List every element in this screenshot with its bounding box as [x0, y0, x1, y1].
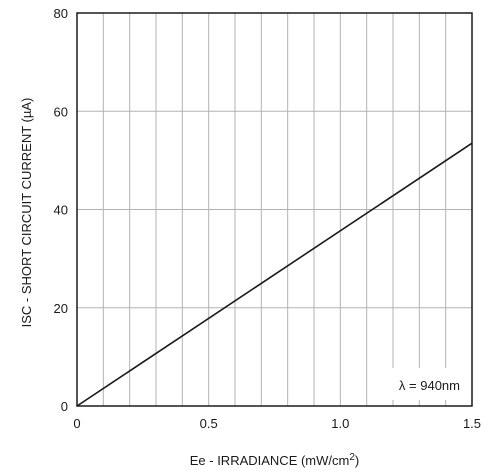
- x-axis-label-suffix: ): [355, 453, 359, 468]
- x-axis-label: Ee - IRRADIANCE (mW/cm2): [190, 452, 360, 469]
- x-tick-label: 1.0: [331, 416, 349, 431]
- series-layer: [76, 142, 473, 407]
- series-line: [76, 142, 473, 407]
- y-tick-label: 20: [54, 301, 68, 316]
- grid: [77, 13, 472, 406]
- x-tick-label: 1.5: [463, 416, 481, 431]
- x-axis-label-superscript: 2: [349, 452, 355, 463]
- y-tick-label: 60: [54, 104, 68, 119]
- y-tick-label: 40: [54, 203, 68, 218]
- y-tick-label: 80: [54, 6, 68, 21]
- plot-frame: [76, 12, 473, 407]
- y-tick-label: 0: [61, 399, 68, 414]
- x-axis-label-main: Ee - IRRADIANCE (mW/cm: [190, 453, 350, 468]
- y-axis-label: ISC - SHORT CIRCUIT CURRENT (µA): [19, 98, 34, 328]
- wavelength-annotation: λ = 940nm: [399, 378, 460, 393]
- x-tick-label: 0.5: [200, 416, 218, 431]
- x-tick-label: 0: [73, 416, 80, 431]
- annotation-box: λ = 940nm: [372, 368, 468, 400]
- tick-labels: 0 0.5 1.0 1.5 0 20 40 60 80: [54, 6, 482, 431]
